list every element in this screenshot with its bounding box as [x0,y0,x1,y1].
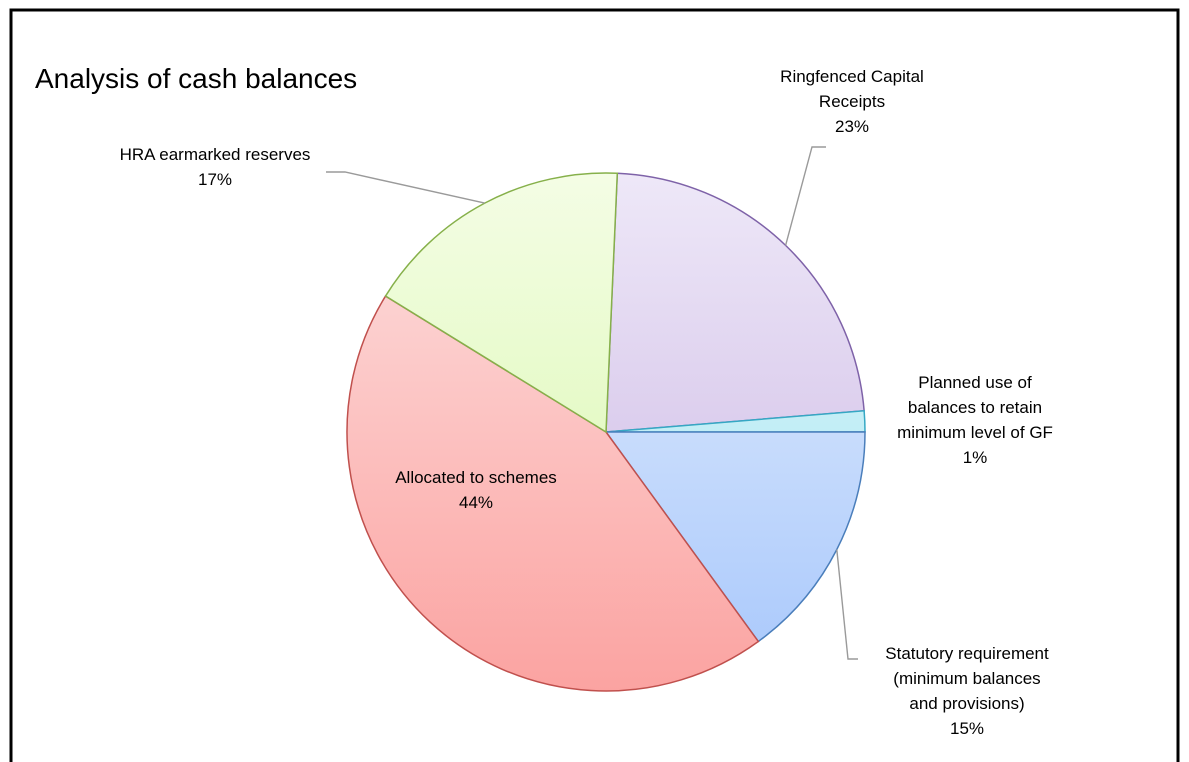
data-label-category: minimum level of GF [897,423,1053,442]
data-label-category: Receipts [819,92,885,111]
data-labels: Ringfenced Capital Receipts 23% Planned use… [120,67,1053,738]
pie-slice [604,431,866,643]
pie-slice [384,172,619,434]
data-label: HRA earmarked reserves 17% [120,145,311,189]
data-label: Statutory requirement (minimum balances an… [885,644,1049,738]
data-label-percent: 17% [198,170,232,189]
chart-border [9,8,1180,762]
pie-slice [346,295,760,692]
leader-lines [326,146,858,660]
data-label-percent: 23% [835,117,869,136]
leader-line [836,549,858,660]
data-label-category: (minimum balances [893,669,1040,688]
leader-line [326,171,485,204]
data-label-category: Statutory requirement [885,644,1049,663]
chart-title: Analysis of cash balances [35,63,357,94]
data-label-percent: 1% [963,448,988,467]
data-label-category: Allocated to schemes [395,468,557,487]
pie-slice [605,172,865,433]
data-label: Planned use of balances to retain minimum … [897,373,1053,467]
data-label-category: Ringfenced Capital [780,67,924,86]
data-label-category: balances to retain [908,398,1042,417]
leader-line [784,146,826,246]
data-label-category: HRA earmarked reserves [120,145,311,164]
data-label-percent: 15% [950,719,984,738]
data-label-percent: 44% [459,493,493,512]
data-label-category: and provisions) [909,694,1024,713]
data-label: Ringfenced Capital Receipts 23% [780,67,924,136]
pie-slices [346,172,866,692]
data-label-category: Planned use of [918,373,1032,392]
data-label: Allocated to schemes 44% [395,468,557,512]
